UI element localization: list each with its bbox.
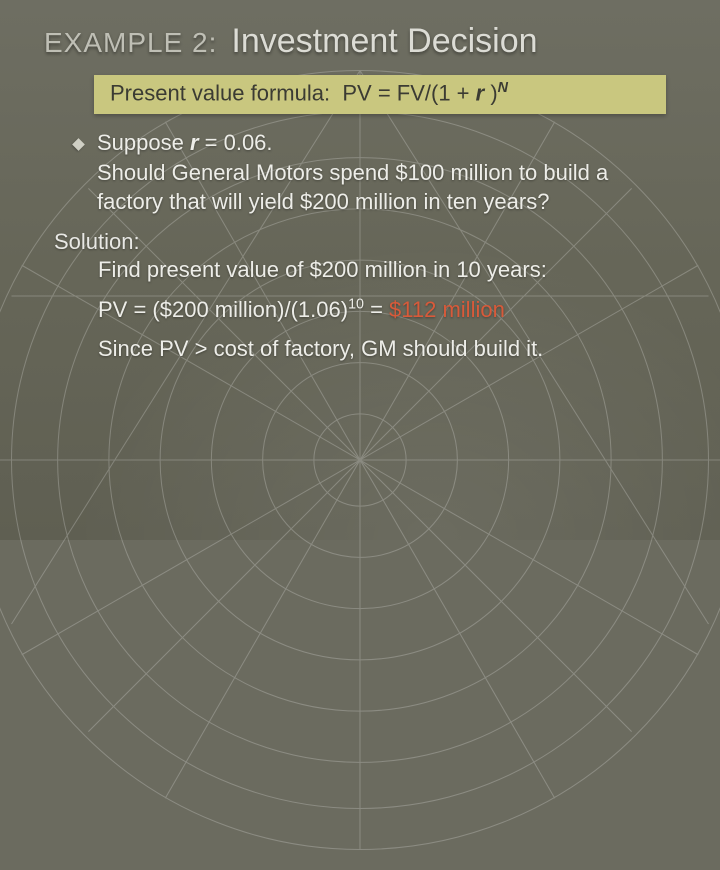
diamond-bullet-icon: [72, 138, 85, 151]
problem-pre: Suppose: [97, 130, 190, 155]
formula-lhs: PV: [342, 80, 371, 105]
solution-conclusion: Since PV > cost of factory, GM should bu…: [98, 334, 646, 364]
problem-text: Suppose r = 0.06. Should General Motors …: [97, 128, 656, 217]
solution-label: Solution:: [54, 229, 676, 255]
bullet-item: Suppose r = 0.06. Should General Motors …: [74, 128, 656, 217]
title-main: Investment Decision: [231, 22, 537, 61]
solution-calc: PV = ($200 million)/(1.06)10 = $112 mill…: [98, 295, 646, 325]
problem-question: Should General Motors spend $100 million…: [97, 160, 608, 215]
formula-box: Present value formula: PV = FV/(1 + r )N: [94, 75, 666, 114]
problem-post: = 0.06.: [199, 130, 273, 155]
solution-step1: Find present value of $200 million in 10…: [98, 255, 646, 285]
title-prefix: EXAMPLE 2:: [44, 27, 217, 59]
formula-rate-var: r: [476, 80, 485, 105]
slide-body: Suppose r = 0.06. Should General Motors …: [44, 128, 676, 364]
slide-content: EXAMPLE 2: Investment Decision Present v…: [0, 0, 720, 394]
calc-result: $112 million: [389, 297, 505, 322]
solution-body: Find present value of $200 million in 10…: [98, 255, 646, 364]
formula-exp: N: [498, 80, 508, 96]
slide-title: EXAMPLE 2: Investment Decision: [44, 22, 676, 61]
formula-rhs-post: ): [484, 80, 497, 105]
formula-rhs-pre: FV/(1 +: [397, 80, 476, 105]
problem-rate-var: r: [190, 130, 199, 155]
calc-mid: =: [364, 297, 389, 322]
calc-exp: 10: [348, 296, 364, 312]
formula-label: Present value formula:: [110, 80, 330, 105]
calc-pre: PV = ($200 million)/(1.06): [98, 297, 348, 322]
